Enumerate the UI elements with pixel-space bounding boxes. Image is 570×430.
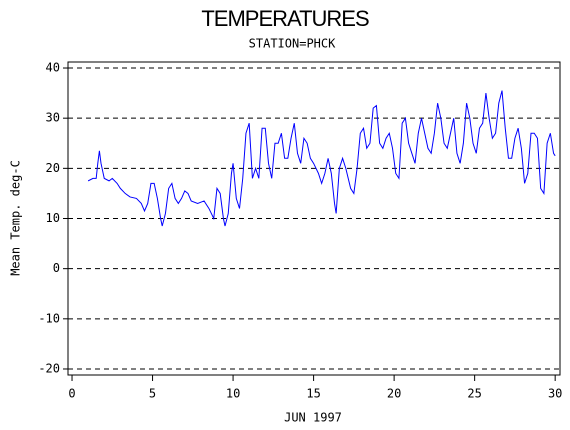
x-tick-label: 15 <box>306 387 320 401</box>
chart-title: TEMPERATURES <box>201 6 369 31</box>
x-tick-label: 30 <box>548 387 562 401</box>
x-tick-label: 20 <box>387 387 401 401</box>
y-tick-label: -10 <box>38 311 60 325</box>
x-tick-label: 0 <box>68 387 75 401</box>
y-tick-label: 40 <box>46 61 60 75</box>
x-tick-label: 25 <box>467 387 481 401</box>
y-tick-label: 30 <box>46 111 60 125</box>
y-tick-label: 10 <box>46 211 60 225</box>
y-tick-label: -20 <box>38 361 60 375</box>
chart-subtitle: STATION=PHCK <box>249 37 336 51</box>
x-tick-label: 10 <box>226 387 240 401</box>
y-axis-label: Mean Temp. deg-C <box>9 160 23 276</box>
y-tick-label: 20 <box>46 161 60 175</box>
data-line <box>87 90 556 227</box>
x-axis-label: JUN 1997 <box>284 411 342 425</box>
y-tick-label: 0 <box>53 261 60 275</box>
x-tick-label: 5 <box>149 387 156 401</box>
